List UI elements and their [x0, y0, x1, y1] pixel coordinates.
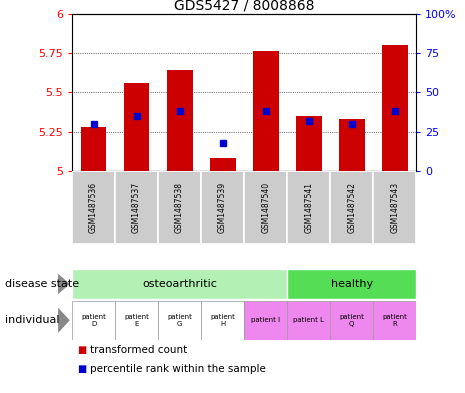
- Bar: [158, 171, 201, 244]
- Text: GSM1487542: GSM1487542: [347, 182, 356, 233]
- Bar: [244, 171, 287, 244]
- Bar: [287, 269, 416, 299]
- Bar: [115, 301, 158, 340]
- Bar: [373, 171, 416, 244]
- Text: patient I: patient I: [251, 317, 280, 323]
- Text: patient
E: patient E: [124, 314, 149, 327]
- Bar: [158, 301, 201, 340]
- Bar: [339, 119, 365, 171]
- Bar: [253, 51, 279, 171]
- Bar: [124, 83, 149, 171]
- Bar: [201, 171, 244, 244]
- Text: healthy: healthy: [331, 279, 373, 289]
- Text: patient
H: patient H: [210, 314, 235, 327]
- Bar: [201, 301, 244, 340]
- Bar: [80, 127, 106, 171]
- Bar: [330, 301, 373, 340]
- Text: ■: ■: [77, 345, 86, 355]
- Bar: [72, 269, 287, 299]
- Text: individual: individual: [5, 315, 59, 325]
- Bar: [287, 301, 330, 340]
- Bar: [382, 45, 407, 171]
- Bar: [115, 171, 158, 244]
- Bar: [373, 301, 416, 340]
- Text: GSM1487543: GSM1487543: [390, 182, 399, 233]
- Polygon shape: [58, 308, 70, 333]
- Text: transformed count: transformed count: [90, 345, 187, 355]
- Text: GSM1487541: GSM1487541: [304, 182, 313, 233]
- Bar: [244, 301, 287, 340]
- Bar: [287, 171, 330, 244]
- Text: GSM1487540: GSM1487540: [261, 182, 270, 233]
- Text: patient L: patient L: [293, 317, 324, 323]
- Text: patient
G: patient G: [167, 314, 192, 327]
- Text: disease state: disease state: [5, 279, 79, 289]
- Bar: [166, 70, 193, 171]
- Text: ■: ■: [77, 364, 86, 375]
- Bar: [296, 116, 322, 171]
- Text: GSM1487536: GSM1487536: [89, 182, 98, 233]
- Polygon shape: [58, 274, 70, 294]
- Bar: [72, 301, 115, 340]
- Bar: [72, 171, 115, 244]
- Text: GSM1487538: GSM1487538: [175, 182, 184, 233]
- Text: patient
Q: patient Q: [339, 314, 364, 327]
- Bar: [210, 158, 235, 171]
- Bar: [330, 171, 373, 244]
- Text: patient
D: patient D: [81, 314, 106, 327]
- Title: GDS5427 / 8008868: GDS5427 / 8008868: [174, 0, 314, 13]
- Text: osteoarthritic: osteoarthritic: [142, 279, 217, 289]
- Text: GSM1487537: GSM1487537: [132, 182, 141, 233]
- Text: patient
R: patient R: [382, 314, 407, 327]
- Text: percentile rank within the sample: percentile rank within the sample: [90, 364, 266, 375]
- Text: GSM1487539: GSM1487539: [218, 182, 227, 233]
